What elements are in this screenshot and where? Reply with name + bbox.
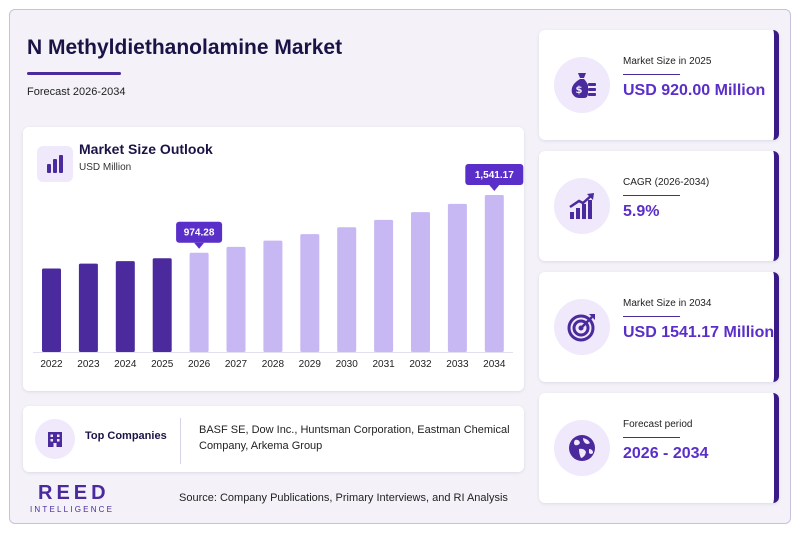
x-tick-label: 2025 (151, 359, 174, 370)
companies-divider (180, 418, 181, 464)
callout-2026: 974.28 (176, 221, 223, 249)
x-tick-label: 2022 (40, 359, 63, 370)
chart-unit-label: USD Million (79, 162, 132, 173)
top-companies-list: BASF SE, Dow Inc., Huntsman Corporation,… (199, 424, 510, 452)
brand-logo-main: REED (38, 482, 110, 504)
bar-2026 (189, 252, 209, 352)
bar-2030 (337, 227, 357, 352)
stat-divider (623, 316, 680, 317)
callout-2034: 1,541.17 (465, 164, 524, 191)
stat-value: 2026 - 2034 (623, 445, 709, 462)
title-underline (27, 72, 121, 75)
stat-value: USD 1541.17 Million (623, 324, 775, 341)
page-subtitle: Forecast 2026-2034 (27, 86, 126, 98)
callout-label: 1,541.17 (475, 170, 514, 181)
bar-2028 (263, 240, 283, 352)
brand-logo-sub: INTELLIGENCE (30, 505, 115, 514)
bar-2032 (411, 212, 430, 352)
bar-2034 (484, 195, 504, 352)
companies-card (23, 406, 524, 472)
stat-value: USD 920.00 Million (623, 82, 766, 99)
stat-divider (623, 195, 680, 196)
callout-label: 974.28 (184, 228, 215, 239)
stat-card-cagr: CAGR (2026-2034) 5.9% (539, 151, 779, 261)
top-companies-label: Top Companies (85, 430, 167, 442)
bar-chart-icon (37, 146, 73, 182)
x-tick-label: 2032 (409, 359, 432, 370)
stat-card-market-size-2025: $ Market Size in 2025 USD 920.00 Million (539, 30, 779, 140)
svg-text:$: $ (576, 85, 583, 96)
x-tick-label: 2030 (336, 359, 359, 370)
x-tick-label: 2034 (483, 359, 506, 370)
x-tick-label: 2027 (225, 359, 248, 370)
money-bag-icon: $ (554, 57, 610, 113)
stat-divider (623, 437, 680, 438)
x-tick-label: 2033 (446, 359, 469, 370)
bar-2029 (300, 234, 320, 352)
bar-2033 (447, 203, 467, 352)
x-tick-label: 2031 (372, 359, 395, 370)
bar-2025 (152, 258, 172, 352)
bar-2031 (374, 219, 394, 352)
page-title: N Methyldiethanolamine Market (27, 36, 343, 59)
target-icon (554, 299, 610, 355)
bar-2027 (226, 246, 246, 352)
globe-icon (554, 420, 610, 476)
bar-2022 (42, 268, 61, 352)
chart-title: Market Size Outlook (79, 141, 213, 157)
stat-value: 5.9% (623, 203, 660, 220)
market-size-bar-chart: 2022 2023 2024 2025 2026 2027 2028 2029 2030 2031… (33, 164, 524, 370)
x-tick-label: 2029 (299, 359, 322, 370)
x-tick-label: 2023 (77, 359, 100, 370)
x-tick-label: 2028 (262, 359, 285, 370)
x-tick-label: 2026 (188, 359, 211, 370)
growth-chart-icon (554, 178, 610, 234)
stat-card-market-size-2034: Market Size in 2034 USD 1541.17 Million (539, 272, 779, 382)
building-icon (35, 419, 75, 459)
source-note: Source: Company Publications, Primary In… (179, 492, 508, 504)
stat-divider (623, 74, 680, 75)
stat-label: Market Size in 2025 (623, 56, 712, 67)
stat-card-forecast-period: Forecast period 2026 - 2034 (539, 393, 779, 503)
stat-label: CAGR (2026-2034) (623, 177, 710, 188)
x-tick-label: 2024 (114, 359, 137, 370)
stat-label: Forecast period (623, 419, 693, 430)
stat-label: Market Size in 2034 (623, 298, 712, 309)
bar-2023 (78, 263, 98, 352)
bar-2024 (115, 261, 135, 352)
